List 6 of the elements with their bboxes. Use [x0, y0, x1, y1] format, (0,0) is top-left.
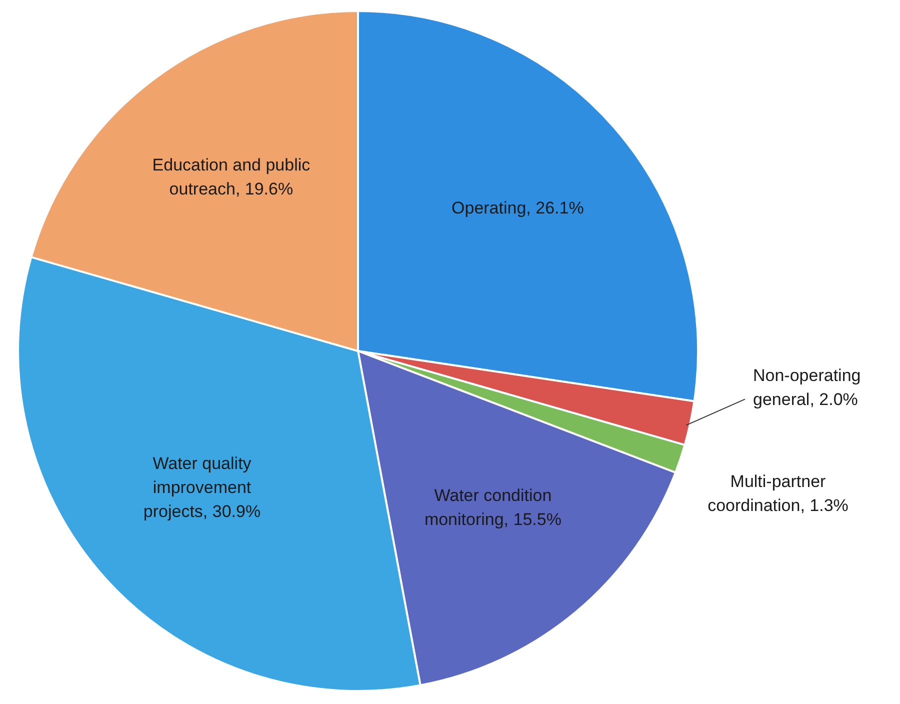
- slice-label: Water condition monitoring, 15.5%: [424, 486, 562, 529]
- slice-label: Non-operating general, 2.0%: [753, 366, 861, 410]
- slice-label: Multi-partner coordination, 1.3%: [708, 472, 848, 515]
- slice-label: Education and public outreach, 19.6%: [152, 156, 311, 199]
- slice-label: Operating, 26.1%: [452, 198, 584, 218]
- slice-label: Water quality improvement projects, 30.9%: [143, 454, 261, 521]
